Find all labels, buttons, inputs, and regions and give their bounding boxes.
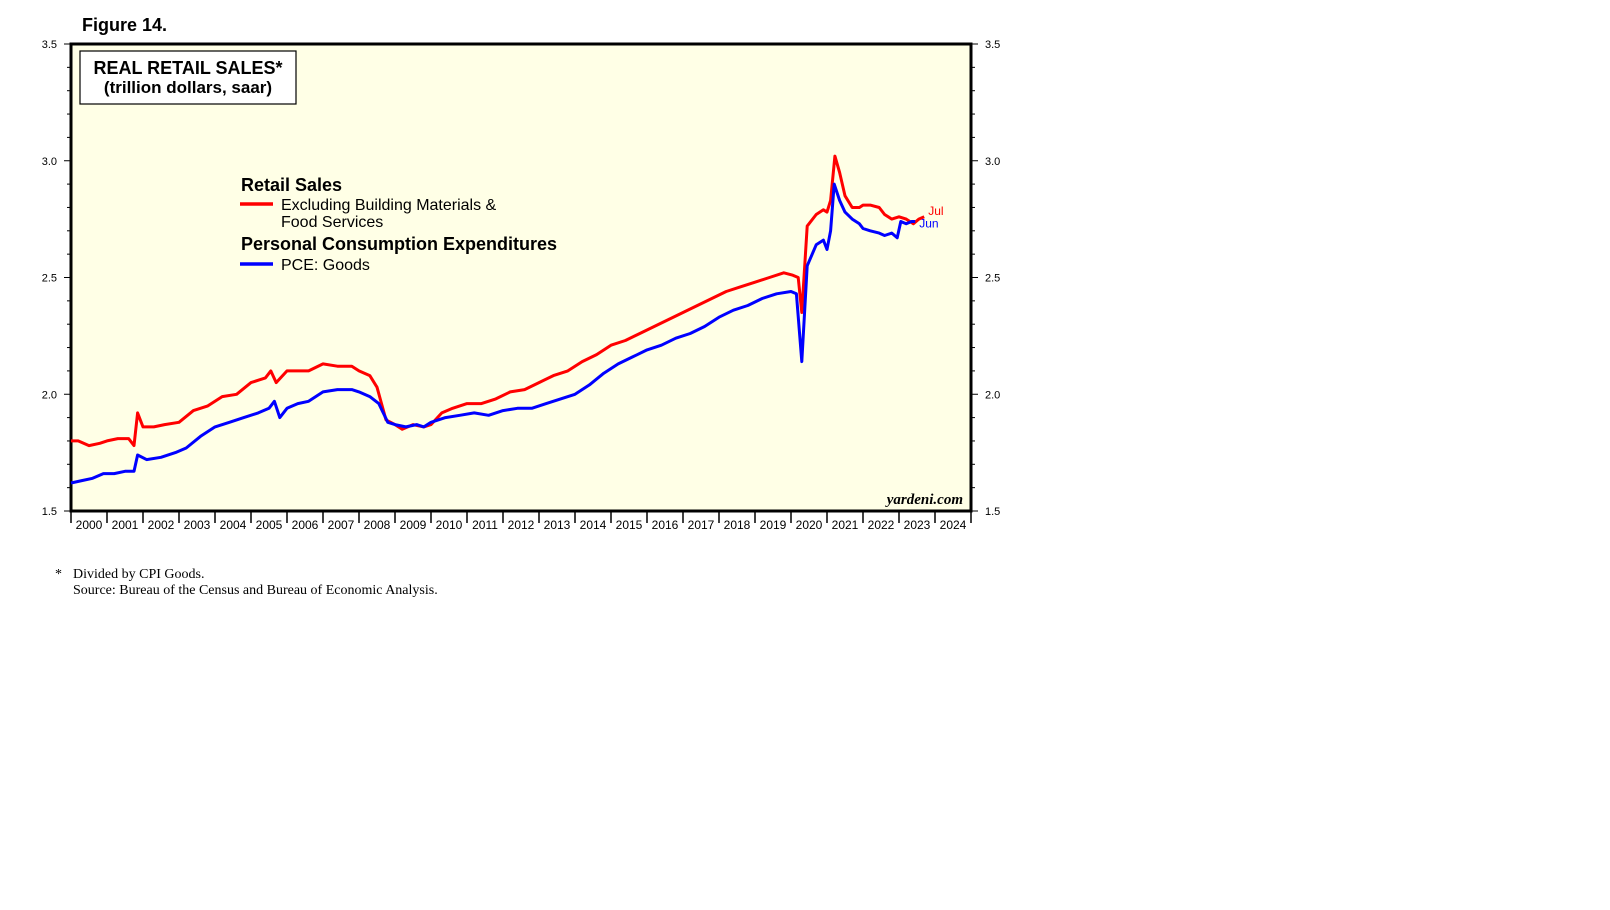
x-tick-label: 2004 <box>220 518 247 532</box>
x-tick-label: 2018 <box>724 518 751 532</box>
x-tick-label: 2014 <box>580 518 607 532</box>
y-axis-left: 1.5 2.0 2.5 3.0 3.5 <box>42 39 71 518</box>
footnote-text-2: Source: Bureau of the Census and Bureau … <box>73 583 438 598</box>
y-tick-label-right: 3.0 <box>985 156 1000 168</box>
x-tick-label: 2001 <box>112 518 139 532</box>
figure-label: Figure 14. <box>82 15 168 35</box>
footnote-text-1: Divided by CPI Goods. <box>73 567 205 582</box>
x-tick-label: 2023 <box>904 518 931 532</box>
x-tick-label: 2006 <box>292 518 319 532</box>
x-tick-label: 2012 <box>508 518 535 532</box>
x-tick-label: 2021 <box>832 518 859 532</box>
x-tick-label: 2010 <box>436 518 463 532</box>
y-tick-label-left: 3.5 <box>42 39 57 51</box>
plot-background <box>69 42 973 513</box>
title-box: REAL RETAIL SALES* (trillion dollars, sa… <box>79 50 297 105</box>
series-line-1 <box>70 182 916 485</box>
x-tick-label: 2000 <box>76 518 103 532</box>
legend-label-retail-1: Excluding Building Materials & <box>281 197 497 214</box>
y-tick-label-right: 2.0 <box>985 389 1000 401</box>
x-tick-label: 2007 <box>328 518 355 532</box>
x-axis: 2000 2001 2002 2003 2004 2005 2006 2007 2008 2009… <box>70 511 972 532</box>
y-tick-label-left: 1.5 <box>42 506 57 518</box>
series-line-0 <box>71 154 925 448</box>
y-axis-right: 1.5 2.0 2.5 3.0 3.5 <box>971 39 1000 518</box>
x-tick-label: 2017 <box>688 518 715 532</box>
x-tick-label: 2015 <box>616 518 643 532</box>
x-tick-label: 2005 <box>256 518 283 532</box>
legend-heading-retail: Retail Sales <box>241 175 342 195</box>
y-tick-label-left: 3.0 <box>42 156 57 168</box>
watermark: yardeni.com <box>885 492 963 508</box>
y-tick-label-left: 2.0 <box>42 389 57 401</box>
x-tick-label: 2003 <box>184 518 211 532</box>
x-tick-label: 2013 <box>544 518 571 532</box>
series-end-label-1: Jun <box>919 216 938 230</box>
x-tick-label: 2009 <box>400 518 427 532</box>
x-tick-label: 2016 <box>652 518 679 532</box>
legend-heading-pce: Personal Consumption Expenditures <box>241 234 557 254</box>
x-tick-label: 2008 <box>364 518 391 532</box>
y-tick-label-right: 3.5 <box>985 39 1000 51</box>
chart-title: REAL RETAIL SALES* <box>93 58 282 78</box>
legend: Retail Sales Excluding Building Material… <box>240 175 557 274</box>
footnote: * Divided by CPI Goods. Source: Bureau of… <box>55 567 438 599</box>
x-tick-label: 2020 <box>796 518 823 532</box>
footnote-line-1: * Divided by CPI Goods. <box>55 567 438 583</box>
footnote-marker: * <box>55 567 62 582</box>
legend-label-retail-2: Food Services <box>281 214 383 231</box>
x-tick-label: 2019 <box>760 518 787 532</box>
y-tick-label-right: 1.5 <box>985 506 1000 518</box>
y-tick-label-left: 2.5 <box>42 273 57 285</box>
x-tick-label: 2024 <box>940 518 967 532</box>
x-tick-label: 2002 <box>148 518 175 532</box>
series-end-label-0: Jul <box>928 204 943 218</box>
x-tick-label: 2011 <box>472 518 498 532</box>
footnote-line-2: Source: Bureau of the Census and Bureau … <box>55 583 438 599</box>
legend-label-pce: PCE: Goods <box>281 257 370 274</box>
x-tick-label: 2022 <box>868 518 895 532</box>
y-tick-label-right: 2.5 <box>985 273 1000 285</box>
chart-subtitle: (trillion dollars, saar) <box>104 78 272 97</box>
